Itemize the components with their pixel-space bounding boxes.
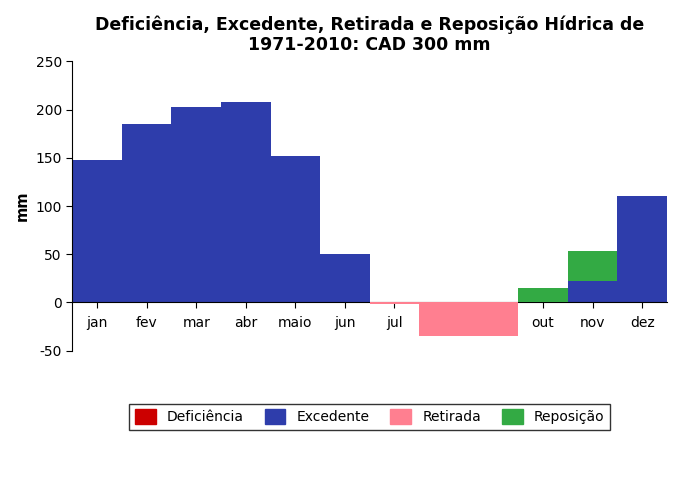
Bar <box>122 124 171 302</box>
Y-axis label: mm: mm <box>15 191 30 221</box>
Bar <box>370 302 419 304</box>
Bar <box>568 281 617 302</box>
Bar <box>469 302 518 336</box>
Bar <box>518 288 568 302</box>
Bar <box>419 302 469 336</box>
Bar <box>171 107 221 302</box>
Bar <box>568 251 617 281</box>
Bar <box>271 156 320 302</box>
Bar <box>221 102 271 302</box>
Bar <box>72 160 122 302</box>
Bar <box>617 197 667 302</box>
Bar <box>320 254 370 302</box>
Legend: Deficiência, Excedente, Retirada, Reposição: Deficiência, Excedente, Retirada, Reposi… <box>130 404 610 430</box>
Title: Deficiência, Excedente, Retirada e Reposição Hídrica de
1971-2010: CAD 300 mm: Deficiência, Excedente, Retirada e Repos… <box>95 15 644 54</box>
